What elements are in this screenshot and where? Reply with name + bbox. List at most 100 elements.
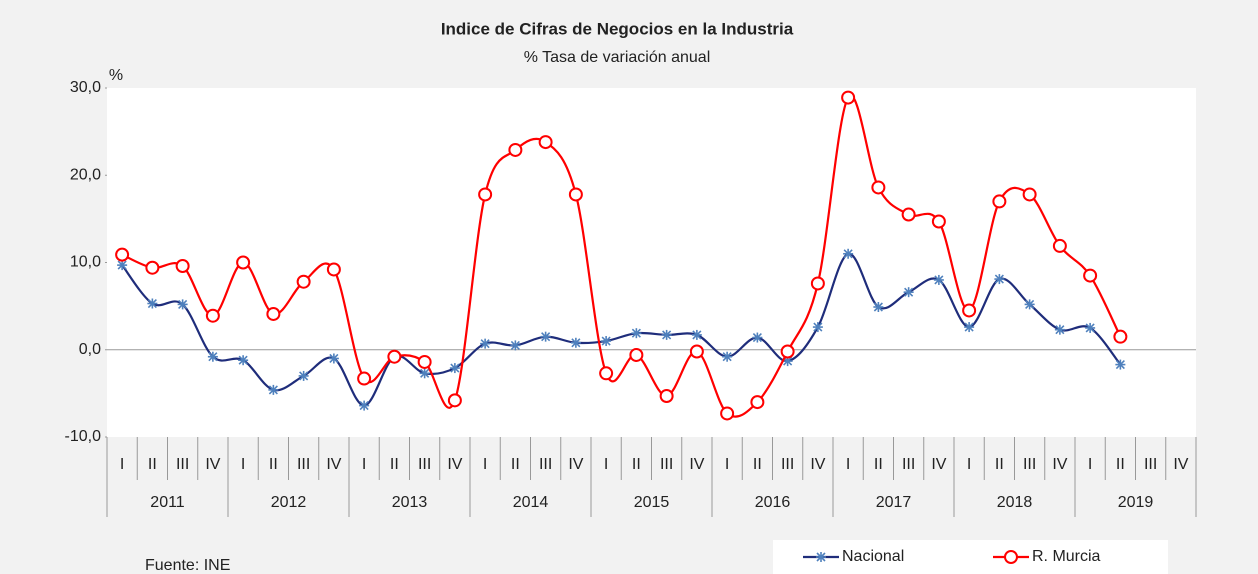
- marker: [145, 260, 160, 275]
- marker: [871, 180, 886, 195]
- marker: [933, 274, 944, 285]
- series-line: [121, 252, 1122, 407]
- marker: [328, 353, 339, 364]
- marker: [1054, 324, 1065, 335]
- x-tick-label: III: [660, 456, 673, 473]
- marker: [508, 142, 523, 157]
- marker: [1024, 299, 1035, 310]
- marker: [780, 344, 795, 359]
- x-tick-label: IV: [568, 456, 583, 473]
- marker: [931, 214, 946, 229]
- x-group-label: 2019: [1118, 494, 1154, 511]
- marker: [568, 187, 583, 202]
- marker: [873, 301, 884, 312]
- marker: [175, 258, 190, 273]
- x-group-label: 2011: [150, 494, 185, 511]
- marker: [659, 388, 674, 403]
- marker: [417, 354, 432, 369]
- marker: [570, 337, 581, 348]
- x-tick-label: II: [632, 456, 641, 473]
- x-tick-label: I: [967, 456, 971, 473]
- x-tick-label: IV: [205, 456, 220, 473]
- y-tick-label: 20,0: [70, 166, 101, 183]
- x-group-label: 2016: [755, 494, 791, 511]
- marker: [720, 406, 735, 421]
- x-tick-label: II: [269, 456, 278, 473]
- x-tick-label: II: [511, 456, 520, 473]
- marker: [601, 336, 612, 347]
- marker: [147, 298, 158, 309]
- x-group-label: 2018: [997, 494, 1033, 511]
- marker: [843, 248, 854, 259]
- marker: [994, 274, 1005, 285]
- x-tick-label: II: [874, 456, 883, 473]
- x-tick-label: I: [725, 456, 729, 473]
- marker: [447, 393, 462, 408]
- y-tick-label: 0,0: [79, 341, 101, 358]
- x-tick-label: IV: [810, 456, 825, 473]
- marker: [962, 303, 977, 318]
- marker: [752, 332, 763, 343]
- marker: [1052, 238, 1067, 253]
- x-tick-label: III: [1144, 456, 1157, 473]
- marker: [629, 347, 644, 362]
- x-tick-label: I: [120, 456, 124, 473]
- marker: [268, 384, 279, 395]
- marker: [117, 260, 128, 271]
- marker: [1115, 359, 1126, 370]
- marker: [238, 355, 249, 366]
- marker: [449, 363, 460, 374]
- x-tick-label: I: [604, 456, 608, 473]
- marker: [631, 328, 642, 339]
- marker: [1113, 329, 1128, 344]
- x-group-label: 2012: [271, 494, 307, 511]
- marker: [841, 90, 856, 105]
- x-tick-label: IV: [1173, 456, 1188, 473]
- x-tick-label: III: [902, 456, 915, 473]
- x-tick-label: II: [390, 456, 399, 473]
- marker: [115, 247, 130, 262]
- x-tick-label: IV: [931, 456, 946, 473]
- x-tick-label: III: [1023, 456, 1036, 473]
- x-group-label: 2013: [392, 494, 428, 511]
- plot-area: [107, 88, 1196, 437]
- marker: [992, 194, 1007, 209]
- marker: [266, 306, 281, 321]
- marker: [691, 329, 702, 340]
- x-tick-label: I: [362, 456, 366, 473]
- x-tick-label: IV: [326, 456, 341, 473]
- marker: [722, 351, 733, 362]
- x-tick-label: II: [1116, 456, 1125, 473]
- x-tick-label: IV: [689, 456, 704, 473]
- x-tick-label: III: [297, 456, 310, 473]
- x-tick-label: IV: [1052, 456, 1067, 473]
- x-tick-label: II: [753, 456, 762, 473]
- marker: [298, 370, 309, 381]
- x-tick-label: III: [176, 456, 189, 473]
- marker: [903, 287, 914, 298]
- marker: [812, 322, 823, 333]
- marker: [387, 349, 402, 364]
- marker: [661, 329, 672, 340]
- y-axis-label: %: [109, 67, 123, 84]
- chart-subtitle: % Tasa de variación anual: [524, 49, 711, 66]
- marker: [750, 395, 765, 410]
- legend-marker: [1004, 550, 1018, 564]
- x-tick-label: I: [1088, 456, 1092, 473]
- marker: [326, 262, 341, 277]
- x-tick-label: I: [846, 456, 850, 473]
- x-tick-label: IV: [447, 456, 462, 473]
- x-tick-label: I: [241, 456, 245, 473]
- x-tick-label: I: [483, 456, 487, 473]
- marker: [510, 340, 521, 351]
- marker: [1022, 187, 1037, 202]
- x-tick-label: III: [781, 456, 794, 473]
- chart-title: Indice de Cifras de Negocios en la Indus…: [441, 19, 794, 38]
- x-tick-label: II: [995, 456, 1004, 473]
- y-tick-label: 10,0: [70, 254, 101, 271]
- x-group-label: 2017: [876, 494, 912, 511]
- marker: [538, 135, 553, 150]
- legend-label: R. Murcia: [1032, 548, 1101, 565]
